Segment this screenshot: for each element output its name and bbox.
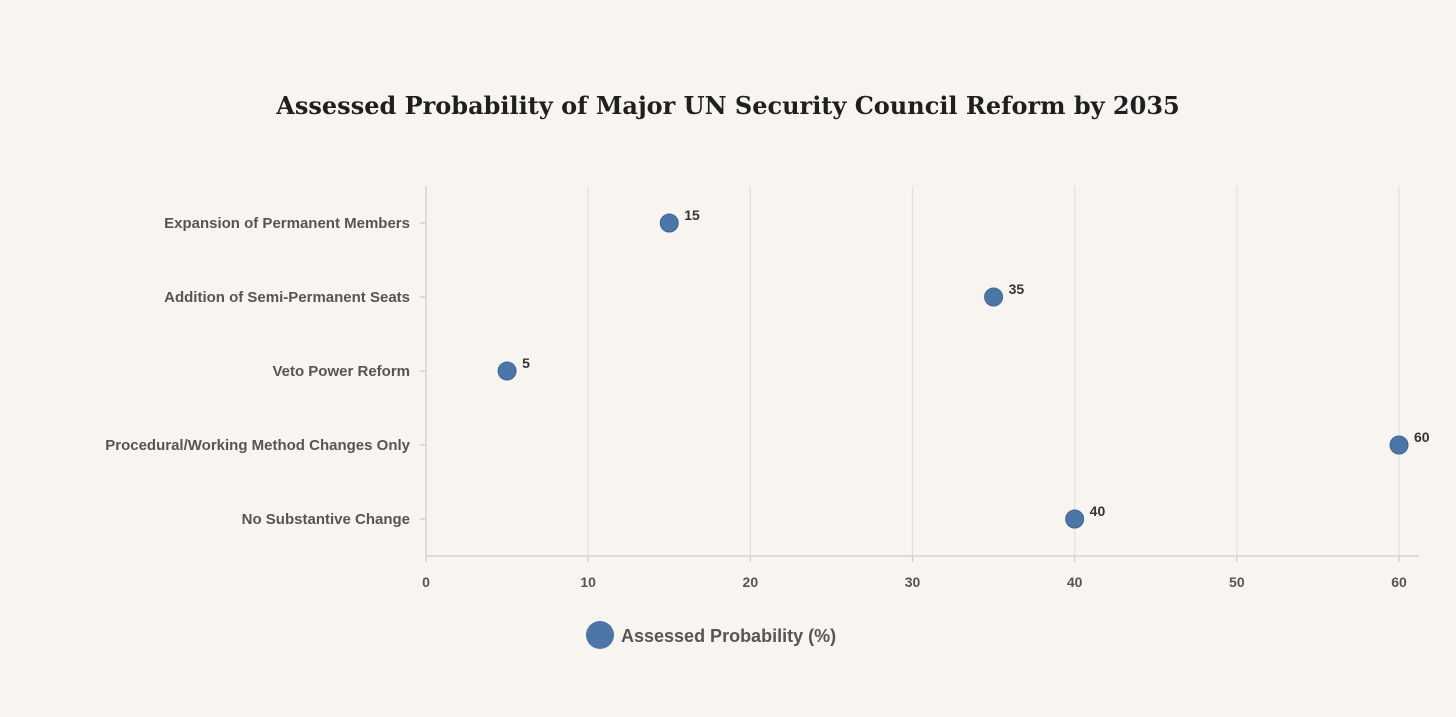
y-tick-label-3: Procedural/Working Method Changes Only [105,437,410,454]
data-label-1: 35 [1009,281,1025,297]
x-tick-label-20: 20 [743,574,759,590]
x-tick-label-0: 0 [422,574,430,590]
data-points [497,213,1409,529]
legend-marker [586,621,614,649]
data-point-4[interactable] [1065,509,1085,529]
chart-title: Assessed Probability of Major UN Securit… [275,91,1179,120]
data-point-2[interactable] [497,361,517,381]
legend-label: Assessed Probability (%) [621,626,836,646]
y-tick-label-1: Addition of Semi-Permanent Seats [164,289,410,306]
legend[interactable]: Assessed Probability (%) [586,621,836,649]
x-tick-label-10: 10 [580,574,596,590]
data-label-4: 40 [1090,503,1106,519]
x-tick-label-50: 50 [1229,574,1245,590]
x-tick-label-40: 40 [1067,574,1083,590]
data-labels: 15 35 5 60 40 [522,207,1430,519]
data-point-3[interactable] [1389,435,1409,455]
x-tick-labels: 0 10 20 30 40 50 60 [422,574,1407,590]
data-point-1[interactable] [984,287,1004,307]
y-tick-label-4: No Substantive Change [242,511,410,528]
data-point-0[interactable] [659,213,679,233]
gridlines [587,186,1400,556]
x-tick-label-60: 60 [1391,574,1407,590]
y-tick-label-0: Expansion of Permanent Members [164,215,410,232]
data-label-2: 5 [522,355,530,371]
data-label-3: 60 [1414,429,1430,445]
x-tick-label-30: 30 [905,574,921,590]
y-tick-label-2: Veto Power Reform [272,363,410,380]
axes [420,186,1419,562]
data-label-0: 15 [684,207,700,223]
y-tick-labels: Expansion of Permanent Members Addition o… [105,215,410,528]
